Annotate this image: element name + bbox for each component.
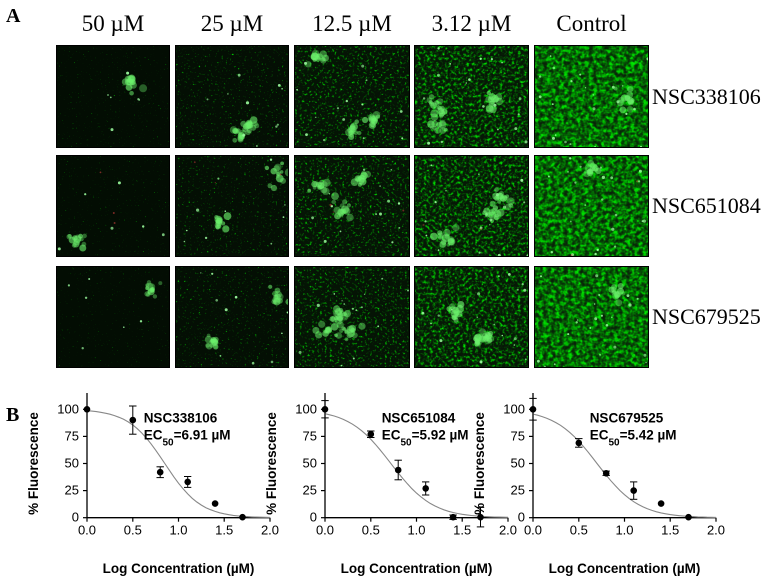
svg-text:Log Concentration (µM): Log Concentration (µM) bbox=[103, 561, 255, 576]
svg-text:Log Concentration (µM): Log Concentration (µM) bbox=[341, 561, 493, 576]
svg-text:1.5: 1.5 bbox=[453, 523, 471, 538]
svg-text:1.5: 1.5 bbox=[215, 523, 233, 538]
svg-text:1.0: 1.0 bbox=[407, 523, 425, 538]
svg-text:2.0: 2.0 bbox=[261, 523, 279, 538]
svg-text:25: 25 bbox=[303, 483, 317, 498]
svg-text:0.5: 0.5 bbox=[362, 523, 380, 538]
svg-text:100: 100 bbox=[57, 401, 79, 416]
svg-text:% Fluorescence: % Fluorescence bbox=[26, 412, 41, 515]
svg-text:0.0: 0.0 bbox=[524, 523, 542, 538]
svg-text:NSC651084: NSC651084 bbox=[382, 410, 456, 425]
svg-text:100: 100 bbox=[295, 401, 317, 416]
svg-text:1.5: 1.5 bbox=[661, 523, 679, 538]
svg-text:EC50=6.91 µM: EC50=6.91 µM bbox=[144, 427, 231, 448]
svg-text:NSC679525: NSC679525 bbox=[590, 410, 664, 425]
svg-text:2.0: 2.0 bbox=[499, 523, 517, 538]
svg-text:NSC338106: NSC338106 bbox=[144, 410, 218, 425]
svg-text:EC50=5.42 µM: EC50=5.42 µM bbox=[590, 427, 677, 448]
svg-text:1.0: 1.0 bbox=[615, 523, 633, 538]
svg-text:75: 75 bbox=[303, 428, 317, 443]
svg-text:2.0: 2.0 bbox=[707, 523, 725, 538]
svg-text:EC50=5.92 µM: EC50=5.92 µM bbox=[382, 427, 469, 448]
svg-text:Log Concentration (µM): Log Concentration (µM) bbox=[549, 561, 701, 576]
svg-text:0.0: 0.0 bbox=[316, 523, 334, 538]
svg-text:1.0: 1.0 bbox=[169, 523, 187, 538]
svg-text:0.5: 0.5 bbox=[124, 523, 142, 538]
svg-text:50: 50 bbox=[65, 456, 79, 471]
svg-text:0.5: 0.5 bbox=[570, 523, 588, 538]
svg-text:75: 75 bbox=[65, 428, 79, 443]
svg-text:25: 25 bbox=[65, 483, 79, 498]
svg-text:0.0: 0.0 bbox=[78, 523, 96, 538]
svg-text:50: 50 bbox=[303, 456, 317, 471]
